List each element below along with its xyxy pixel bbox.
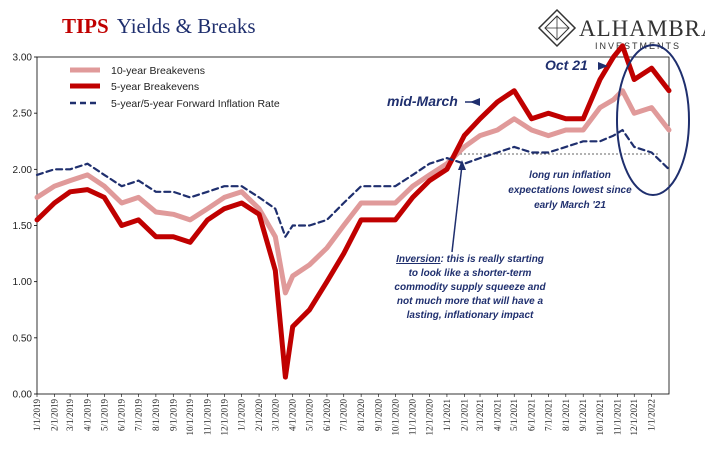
x-tick-label: 4/1/2020	[288, 399, 298, 432]
annotation-long-run-2: expectations lowest since	[508, 185, 632, 196]
logo: ALHAMBRA INVESTMENTS	[537, 8, 705, 51]
annotation-inversion-3: commodity supply squeeze and	[394, 282, 546, 293]
x-tick-label: 2/1/2019	[49, 399, 59, 432]
x-tick-label: 6/1/2021	[527, 399, 537, 431]
x-tick-label: 4/1/2019	[82, 399, 92, 432]
x-tick-label: 11/1/2020	[408, 399, 418, 436]
x-tick-label: 10/1/2020	[390, 399, 400, 436]
logo-name: ALHAMBRA	[579, 16, 705, 41]
annotation-mid-march: mid-March	[387, 93, 458, 109]
annotation-inversion-5: lasting, inflationary impact	[407, 310, 534, 321]
x-tick-label: 5/1/2021	[509, 399, 519, 431]
x-tick-label: 1/1/2020	[237, 399, 247, 432]
x-tick-label: 6/1/2019	[117, 399, 127, 432]
y-tick-label: 1.50	[13, 221, 33, 232]
legend-label-5yr: 5-year Breakevens	[111, 81, 199, 93]
title-accent: TIPS	[62, 14, 109, 38]
legend-label-10yr: 10-year Breakevens	[111, 65, 205, 77]
annotation-inversion-1: Inversion: this is really starting	[396, 254, 544, 265]
x-tick-label: 12/1/2020	[425, 399, 435, 436]
annotation-long-run-3: early March '21	[534, 200, 606, 211]
x-tick-label: 5/1/2019	[99, 399, 109, 432]
x-axis: 1/1/2019 2/1/2019 3/1/2019 4/1/2019 5/1/2019…	[32, 394, 657, 436]
x-tick-label: 8/1/2019	[151, 399, 161, 432]
annotation-inversion-label: Inversion	[396, 254, 440, 265]
x-tick-label: 11/1/2021	[612, 399, 622, 435]
y-tick-label: 0.50	[13, 333, 33, 344]
y-tick-label: 2.50	[13, 109, 33, 120]
x-tick-label: 8/1/2020	[356, 399, 366, 432]
x-tick-label: 3/1/2020	[270, 399, 280, 432]
legend: 10-year Breakevens 5-year Breakevens 5-y…	[70, 65, 280, 110]
arrow-oct-21	[598, 62, 608, 70]
x-tick-label: 12/1/2019	[219, 399, 229, 436]
x-tick-label: 9/1/2021	[578, 399, 588, 431]
x-tick-label: 9/1/2019	[168, 399, 178, 432]
x-tick-label: 5/1/2020	[305, 399, 315, 432]
x-tick-label: 9/1/2020	[374, 399, 384, 432]
y-tick-label: 0.00	[13, 390, 33, 401]
annotations: mid-March Oct 21 long run inflation expe…	[387, 44, 690, 321]
diamond-icon	[537, 8, 577, 48]
x-tick-label: 4/1/2021	[492, 399, 502, 431]
series-5y5y-line	[35, 128, 671, 238]
arrow-inversion	[451, 164, 463, 253]
x-tick-label: 2/1/2021	[459, 399, 469, 431]
x-tick-label: 7/1/2019	[134, 399, 144, 432]
series-layer	[34, 43, 672, 380]
title-rest: Yields & Breaks	[117, 14, 256, 38]
annotation-long-run-1: long run inflation	[529, 170, 611, 181]
x-tick-label: 7/1/2021	[543, 399, 553, 431]
annotation-oct-21: Oct 21	[545, 57, 588, 73]
x-tick-label: 3/1/2019	[65, 399, 75, 432]
highlight-ellipse	[616, 44, 690, 196]
x-tick-label: 7/1/2020	[339, 399, 349, 432]
annotation-inversion-2: to look like a shorter-term	[409, 268, 532, 279]
x-tick-label: 1/1/2019	[32, 399, 42, 432]
y-tick-label: 3.00	[13, 53, 33, 64]
y-tick-label: 2.00	[13, 165, 33, 176]
y-tick-label: 1.00	[13, 277, 33, 288]
x-tick-label: 1/1/2021	[442, 399, 452, 431]
series-10yr-line	[34, 88, 672, 296]
chart-title: TIPS Yields & Breaks	[62, 14, 256, 38]
annotation-inversion-4: not much more that will have a	[397, 296, 544, 307]
x-tick-label: 2/1/2020	[254, 399, 264, 432]
y-axis: 0.00 0.50 1.00 1.50 2.00 2.50 3.00	[13, 53, 37, 401]
logo-sub: INVESTMENTS	[595, 41, 681, 51]
legend-label-5y5y: 5-year/5-year Forward Inflation Rate	[111, 98, 280, 110]
x-tick-label: 10/1/2019	[185, 399, 195, 436]
x-tick-label: 3/1/2021	[475, 399, 485, 431]
x-tick-label: 8/1/2021	[561, 399, 571, 431]
x-tick-label: 10/1/2021	[595, 399, 605, 436]
x-tick-label: 1/1/2022	[647, 399, 657, 431]
x-tick-label: 11/1/2019	[202, 399, 212, 436]
series-5yr-line	[34, 43, 672, 380]
annotation-inversion-text: : this is really starting	[441, 254, 544, 265]
x-tick-label: 12/1/2021	[629, 399, 639, 436]
x-tick-label: 6/1/2020	[322, 399, 332, 432]
